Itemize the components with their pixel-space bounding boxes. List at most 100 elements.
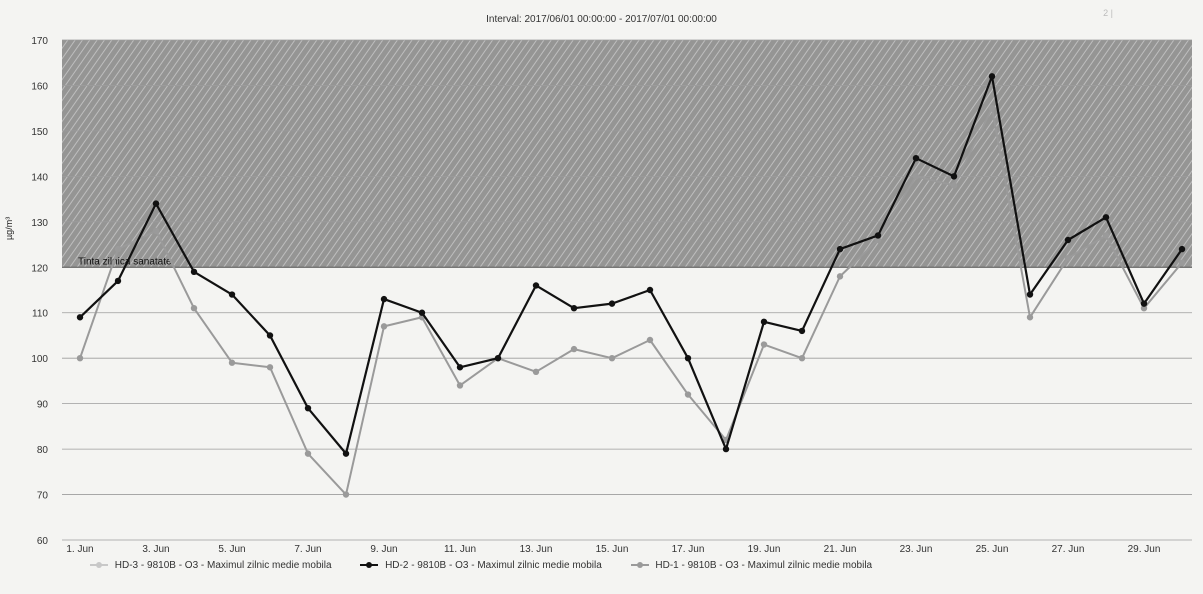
y-tick-label: 100 [31,354,48,365]
data-point-hd2 [418,309,426,316]
x-tick-label: 23. Jun [900,544,933,555]
chart-title: Interval: 2017/06/01 00:00:00 - 2017/07/… [486,14,717,25]
y-tick-label: 160 [31,81,48,92]
legend: HD-3 - 9810B - O3 - Maximul zilnic medie… [90,560,1170,571]
legend-label-hd1: HD-1 - 9810B - O3 - Maximul zilnic medie… [655,560,873,571]
data-point-hd1 [76,354,84,362]
data-point-hd2 [190,268,198,276]
data-point-hd1 [950,182,958,189]
data-point-hd2 [646,286,654,294]
y-tick-label: 90 [37,400,49,411]
x-tick-label: 15. Jun [596,544,629,555]
threshold-label: Tinta zilnica sanatate [78,256,172,267]
data-point-hd1 [380,323,388,330]
data-point-hd1 [912,173,920,180]
data-point-hd2 [608,300,616,307]
data-point-hd1 [1140,304,1148,312]
data-point-hd1 [646,336,654,344]
y-tick-label: 120 [31,263,48,274]
exceedance-band [62,40,1192,268]
data-point-hd1 [266,364,274,371]
data-point-hd2 [950,173,958,180]
x-tick-label: 5. Jun [218,544,245,555]
y-tick-label: 110 [32,309,48,320]
data-point-hd2 [1178,245,1186,253]
x-tick-label: 13. Jun [520,544,553,555]
data-point-hd1 [228,359,236,366]
data-point-hd1 [1178,259,1186,266]
legend-item-hd3[interactable]: HD-3 - 9810B - O3 - Maximul zilnic medie… [90,560,332,571]
data-point-hd1 [570,345,578,353]
data-point-hd2 [988,73,996,80]
data-point-hd2 [304,404,312,412]
data-point-hd1 [190,304,198,312]
data-point-hd2 [266,332,274,339]
data-point-hd2 [1102,214,1110,221]
legend-label-hd3: HD-3 - 9810B - O3 - Maximul zilnic medie… [114,560,332,571]
legend-item-hd1[interactable]: HD-1 - 9810B - O3 - Maximul zilnic medie… [630,560,873,571]
data-point-hd2 [722,445,730,453]
y-tick-label: 150 [31,127,48,138]
legend-item-hd2[interactable]: HD-2 - 9810B - O3 - Maximul zilnic medie… [360,560,602,571]
data-point-hd2 [836,245,844,253]
data-point-hd2 [380,295,388,303]
data-point-hd2 [798,327,806,335]
x-tick-label: 9. Jun [370,544,397,555]
y-tick-label: 140 [31,172,48,183]
data-point-hd2 [1026,291,1034,298]
data-point-hd1 [1026,314,1034,321]
data-point-hd2 [1064,236,1072,244]
y-tick-label: 70 [37,491,49,502]
x-tick-label: 27. Jun [1052,544,1085,555]
x-tick-label: 19. Jun [748,544,781,555]
y-tick-label: 60 [37,536,49,547]
x-tick-label: 29. Jun [1128,544,1161,555]
data-point-hd1 [760,341,768,348]
page-mark: 2 | [1103,8,1113,18]
y-axis-label: µg/m³ [4,216,14,240]
x-tick-label: 17. Jun [672,544,705,555]
y-tick-label: 170 [31,36,48,47]
series-line-hd1 [79,107,1183,496]
data-point-hd1 [152,227,160,235]
data-point-hd2 [760,318,768,326]
data-point-hd2 [228,291,236,298]
data-point-hd2 [342,450,350,457]
data-point-hd1 [798,354,806,362]
data-point-hd1 [608,354,616,362]
data-point-hd1 [988,104,996,112]
data-point-hd1 [304,450,312,457]
x-tick-label: 21. Jun [824,544,857,555]
data-point-hd1 [456,382,464,389]
data-point-hd2 [912,154,920,162]
y-tick-label: 80 [37,445,49,456]
data-point-hd2 [532,282,540,289]
data-point-hd2 [684,354,692,362]
data-point-hd1 [874,236,882,244]
x-tick-label: 3. Jun [142,544,169,555]
data-point-hd1 [1064,254,1072,262]
data-point-hd2 [494,354,502,362]
data-point-hd1 [114,245,122,253]
data-point-hd2 [456,364,464,371]
data-point-hd2 [570,304,578,312]
y-tick-label: 130 [31,218,48,229]
data-point-hd2 [1140,300,1148,307]
data-point-hd1 [836,273,844,280]
x-tick-label: 7. Jun [294,544,321,555]
data-point-hd2 [874,232,882,239]
data-point-hd1 [532,368,540,376]
x-tick-label: 11. Jun [444,544,476,555]
data-point-hd1 [684,391,692,398]
data-point-hd1 [342,491,350,498]
series-line-hd2 [79,75,1183,455]
x-tick-label: 1. Jun [66,544,93,555]
data-point-hd2 [76,314,84,321]
data-point-hd2 [114,277,122,285]
data-point-hd1 [1102,232,1110,239]
legend-label-hd2: HD-2 - 9810B - O3 - Maximul zilnic medie… [385,560,602,571]
x-tick-label: 25. Jun [976,544,1009,555]
data-point-hd2 [152,200,160,207]
